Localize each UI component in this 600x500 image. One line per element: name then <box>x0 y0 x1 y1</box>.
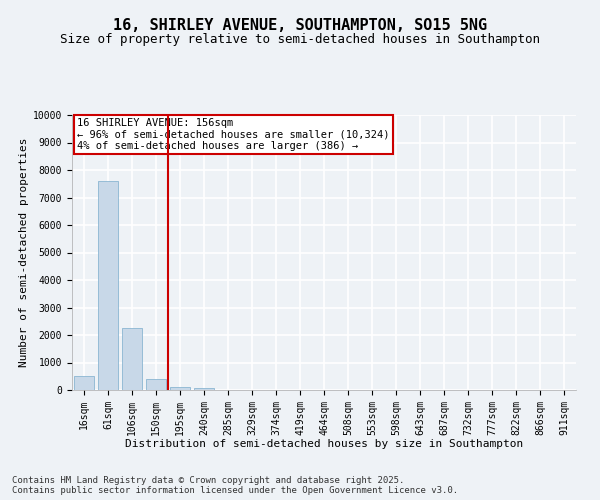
Bar <box>170 386 190 390</box>
Bar <box>146 379 166 390</box>
Bar <box>98 181 118 390</box>
Text: 16 SHIRLEY AVENUE: 156sqm
← 96% of semi-detached houses are smaller (10,324)
4% : 16 SHIRLEY AVENUE: 156sqm ← 96% of semi-… <box>77 118 389 151</box>
X-axis label: Distribution of semi-detached houses by size in Southampton: Distribution of semi-detached houses by … <box>125 439 523 449</box>
Bar <box>194 388 214 390</box>
Y-axis label: Number of semi-detached properties: Number of semi-detached properties <box>19 138 29 367</box>
Bar <box>122 328 142 390</box>
Text: 16, SHIRLEY AVENUE, SOUTHAMPTON, SO15 5NG: 16, SHIRLEY AVENUE, SOUTHAMPTON, SO15 5N… <box>113 18 487 32</box>
Text: Contains HM Land Registry data © Crown copyright and database right 2025.
Contai: Contains HM Land Registry data © Crown c… <box>12 476 458 495</box>
Text: Size of property relative to semi-detached houses in Southampton: Size of property relative to semi-detach… <box>60 32 540 46</box>
Bar <box>74 376 94 390</box>
